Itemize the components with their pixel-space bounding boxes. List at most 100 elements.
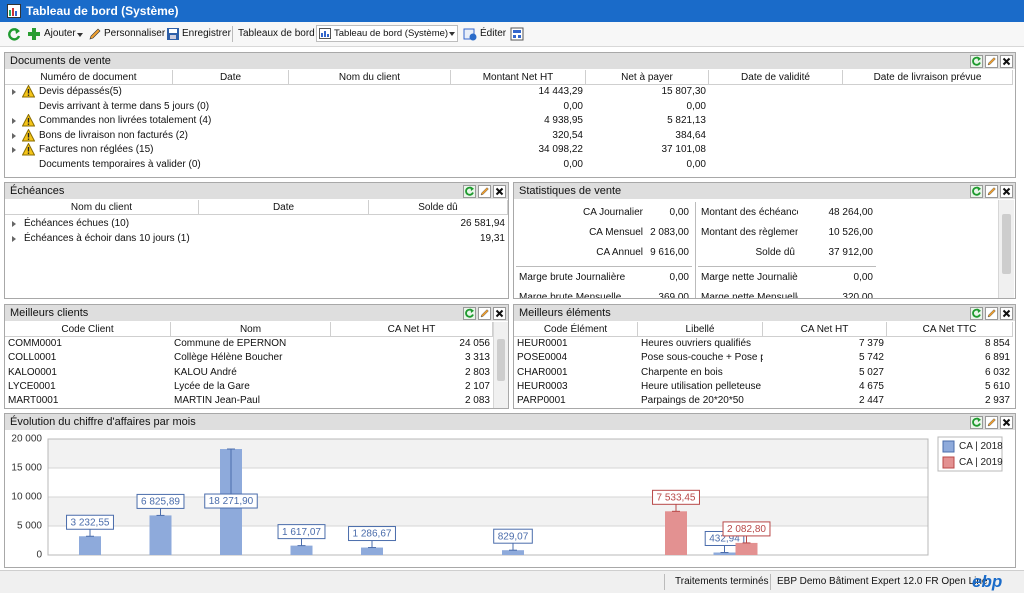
table-cell: 8 854 [984, 338, 1010, 349]
title-bar: Tableau de bord (Système) [0, 0, 1024, 22]
panel-tools [970, 55, 1013, 68]
select-value: Tableau de bord (Système) [334, 28, 449, 39]
column-header[interactable]: Date [173, 70, 289, 85]
column-header[interactable]: Date de livraison prévue [843, 70, 1013, 85]
edit-button[interactable] [985, 55, 998, 68]
panel-title: Échéances [5, 183, 508, 199]
close-button[interactable] [1000, 307, 1013, 320]
dashboards-label: Tableaux de bord [238, 28, 315, 39]
table-cell: 2 107 [464, 380, 490, 392]
stat-label: Montant des règlements [701, 227, 798, 238]
panel-title: Évolution du chiffre d'affaires par mois [5, 414, 1015, 430]
divider [698, 266, 876, 267]
customize-icon[interactable] [88, 27, 102, 41]
net-to-pay: 0,00 [686, 100, 706, 112]
net-ht: 4 938,95 [544, 115, 583, 126]
close-button[interactable] [1000, 416, 1013, 429]
table-cell: 4 675 [858, 380, 884, 392]
stat-label: Marge nette Mensuelle [701, 292, 798, 299]
warning-icon [22, 143, 35, 156]
edit-button[interactable] [478, 307, 491, 320]
select-icon [319, 28, 331, 39]
row-label: Factures non réglées (15) [39, 144, 154, 155]
edit-button[interactable] [985, 185, 998, 198]
net-to-pay: 15 807,30 [661, 86, 707, 97]
column-header[interactable]: CA Net HT [763, 322, 887, 337]
expand-arrow [12, 221, 16, 227]
table-cell: Lycée de la Gare [174, 380, 250, 392]
scrollbar[interactable] [998, 200, 1014, 298]
dashboard-select[interactable]: Tableau de bord (Système) [316, 25, 458, 42]
column-header[interactable]: Montant Net HT [451, 70, 586, 85]
column-header[interactable]: Libellé [638, 322, 763, 337]
refresh-button[interactable] [463, 185, 476, 198]
row-label: Bons de livraison non facturés (2) [39, 129, 188, 141]
due-panel: Échéances Nom du client Date Solde dû Échéa… [4, 182, 509, 299]
refresh-button[interactable] [970, 55, 983, 68]
column-header[interactable]: Code Élément [514, 322, 638, 337]
table-cell: 5 027 [858, 366, 884, 378]
table-cell: 6 032 [984, 366, 1010, 378]
edit-icon[interactable] [463, 27, 477, 41]
column-header[interactable]: Nom [171, 322, 331, 337]
table-cell: COLL0001 [8, 352, 57, 364]
column-header[interactable]: Date de validité [709, 70, 843, 85]
save-icon[interactable] [166, 27, 180, 41]
scrollbar[interactable] [493, 322, 508, 408]
edit-button[interactable] [478, 185, 491, 198]
column-header[interactable]: CA Net HT [331, 322, 493, 337]
scroll-thumb[interactable] [1002, 214, 1011, 274]
divider [516, 266, 692, 267]
customize-button[interactable]: Personnaliser [104, 28, 166, 39]
separator [232, 26, 233, 42]
net-ht: 0,00 [563, 100, 583, 112]
close-button[interactable] [493, 185, 506, 198]
column-header[interactable]: Date [199, 200, 369, 215]
logo: ebp [972, 572, 1003, 591]
close-button[interactable] [1000, 185, 1013, 198]
scroll-thumb[interactable] [497, 339, 505, 381]
layout-icon[interactable] [510, 27, 524, 41]
expand-arrow [12, 147, 16, 153]
panel-title: Statistiques de vente [514, 183, 1015, 199]
select-arrow [449, 32, 455, 36]
column-header[interactable]: Numéro de document [5, 70, 173, 85]
items-panel: Meilleurs éléments Code Élément Libellé CA… [513, 304, 1016, 409]
dropdown-arrow[interactable] [77, 33, 83, 37]
add-icon[interactable] [27, 27, 41, 41]
refresh-button[interactable] [7, 27, 21, 41]
chart-panel: Évolution du chiffre d'affaires par mois [4, 413, 1016, 568]
stat-value: 0,00 [853, 272, 873, 283]
add-button[interactable]: Ajouter [44, 28, 76, 39]
column-header[interactable]: Solde dû [369, 200, 508, 215]
row-label: Commandes non livrées totalement (4) [39, 115, 212, 126]
close-button[interactable] [1000, 55, 1013, 68]
table-cell: PARP0001 [517, 395, 566, 407]
edit-button[interactable] [985, 416, 998, 429]
column-header[interactable]: Nom du client [289, 70, 451, 85]
expand-arrow [12, 118, 16, 124]
status-bar: Traitements terminés EBP Demo Bâtiment E… [0, 570, 1024, 593]
column-header[interactable]: CA Net TTC [887, 322, 1013, 337]
close-button[interactable] [493, 307, 506, 320]
panel-title: Meilleurs clients [5, 305, 508, 321]
edit-button[interactable] [985, 307, 998, 320]
balance: 26 581,94 [460, 218, 506, 229]
clients-panel: Meilleurs clients Code Client Nom CA Net H… [4, 304, 509, 409]
save-button[interactable]: Enregistrer [182, 28, 231, 39]
expand-arrow [12, 236, 16, 242]
stat-label: Marge nette Journalière [701, 272, 798, 283]
row-label: Devis arrivant à terme dans 5 jours (0) [39, 100, 210, 112]
refresh-button[interactable] [970, 416, 983, 429]
column-header[interactable]: Nom du client [5, 200, 199, 215]
column-header[interactable]: Code Client [5, 322, 171, 337]
stat-value: 320,00 [842, 292, 873, 299]
refresh-button[interactable] [463, 307, 476, 320]
stats-panel: Statistiques de vente CA Journalier 0,00 M… [513, 182, 1016, 299]
table-cell: MARTIN Jean-Paul [174, 395, 260, 407]
refresh-button[interactable] [970, 185, 983, 198]
column-header[interactable]: Net à payer [586, 70, 709, 85]
refresh-button[interactable] [970, 307, 983, 320]
table-cell: Pose sous-couche + Pose p... [641, 352, 763, 364]
edit-button[interactable]: Éditer [480, 28, 507, 39]
